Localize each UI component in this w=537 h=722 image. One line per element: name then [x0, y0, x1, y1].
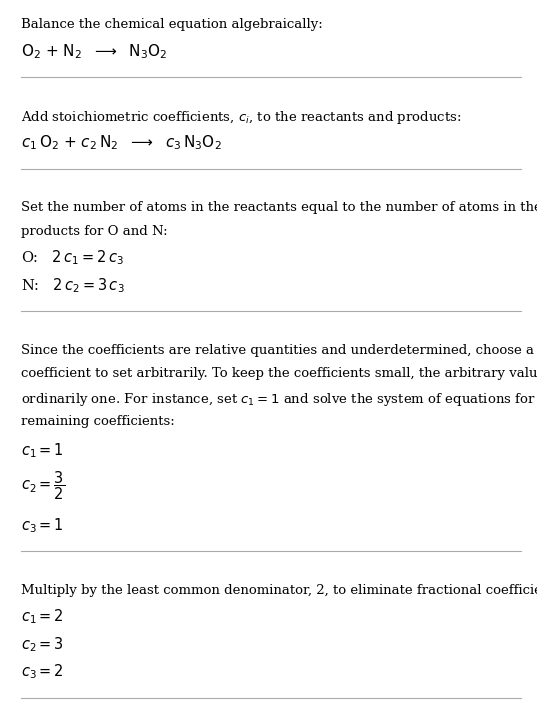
Text: O:   $2\,c_1 = 2\,c_3$: O: $2\,c_1 = 2\,c_3$	[21, 248, 125, 267]
Text: coefficient to set arbitrarily. To keep the coefficients small, the arbitrary va: coefficient to set arbitrarily. To keep …	[21, 367, 537, 380]
Text: $c_2 = \dfrac{3}{2}$: $c_2 = \dfrac{3}{2}$	[21, 469, 66, 502]
Text: N:   $2\,c_2 = 3\,c_3$: N: $2\,c_2 = 3\,c_3$	[21, 276, 125, 295]
Text: $c_3 = 1$: $c_3 = 1$	[21, 516, 64, 535]
Text: $c_2 = 3$: $c_2 = 3$	[21, 635, 64, 653]
Text: Balance the chemical equation algebraically:: Balance the chemical equation algebraica…	[21, 18, 323, 31]
Text: $c_3 = 2$: $c_3 = 2$	[21, 662, 64, 681]
Text: Since the coefficients are relative quantities and underdetermined, choose a: Since the coefficients are relative quan…	[21, 344, 534, 357]
Text: $c_1 = 2$: $c_1 = 2$	[21, 607, 64, 626]
Text: $c_1 = 1$: $c_1 = 1$	[21, 442, 64, 461]
Text: Add stoichiometric coefficients, $c_i$, to the reactants and products:: Add stoichiometric coefficients, $c_i$, …	[21, 110, 462, 126]
Text: remaining coefficients:: remaining coefficients:	[21, 415, 175, 428]
Text: $\mathrm{O_2}$ $+$ $\mathrm{N_2}$  $\longrightarrow$  $\mathrm{N_3O_2}$: $\mathrm{O_2}$ $+$ $\mathrm{N_2}$ $\long…	[21, 42, 168, 61]
Text: Multiply by the least common denominator, 2, to eliminate fractional coefficient: Multiply by the least common denominator…	[21, 583, 537, 596]
Text: ordinarily one. For instance, set $c_1 = 1$ and solve the system of equations fo: ordinarily one. For instance, set $c_1 =…	[21, 391, 537, 408]
Text: Set the number of atoms in the reactants equal to the number of atoms in the: Set the number of atoms in the reactants…	[21, 201, 537, 214]
Text: products for O and N:: products for O and N:	[21, 225, 168, 238]
Text: $c_1\,\mathrm{O_2}$ $+$ $c_2\,\mathrm{N_2}$  $\longrightarrow$  $c_3\,\mathrm{N_: $c_1\,\mathrm{O_2}$ $+$ $c_2\,\mathrm{N_…	[21, 134, 222, 152]
